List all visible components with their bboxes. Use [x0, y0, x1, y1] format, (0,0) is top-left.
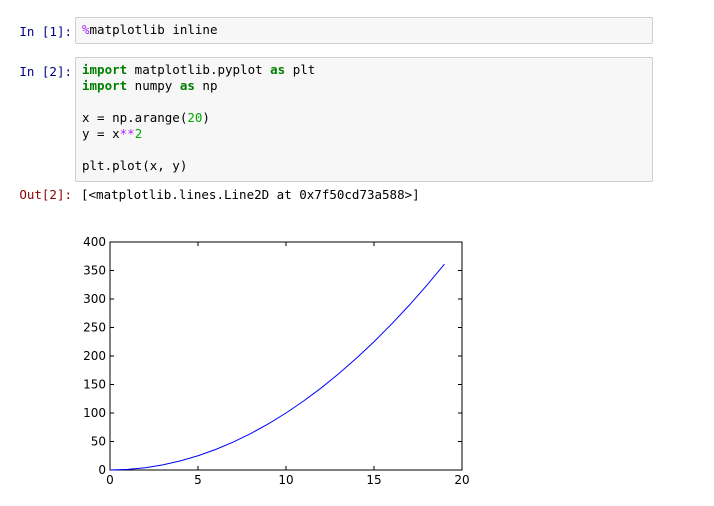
x-tick-label: 5 [194, 473, 202, 487]
code-line: plt.plot(x, y) [82, 158, 646, 174]
code-token: x = np.arange( [82, 110, 188, 125]
x-ticks: 0 5 10 15 20 [106, 242, 470, 487]
y-tick-label: 350 [83, 264, 106, 278]
y-tick-label: 0 [98, 463, 106, 477]
code-line: y = x**2 [82, 126, 646, 142]
code-token: as [179, 78, 195, 93]
code-token: matplotlib.pyplot [127, 62, 271, 77]
plot-axes-frame [109, 241, 463, 471]
code-token: plt.plot(x, y) [82, 158, 188, 173]
code-line [82, 94, 646, 110]
code-token: plt [285, 62, 316, 77]
code-token: matplotlib inline [89, 22, 218, 37]
code-token: np [194, 78, 218, 93]
y-ticks: 0 50 100 150 200 250 300 350 400 [83, 235, 462, 477]
x-tick-label: 0 [106, 473, 114, 487]
line-plot: 0 50 100 150 200 250 300 350 400 0 5 10 15 20 [83, 235, 470, 487]
code-token: import [82, 78, 128, 93]
y-tick-label: 250 [83, 321, 106, 335]
cell-2-prompt: In [2]: [19, 64, 72, 79]
output-prompt: Out[2]: [19, 187, 72, 202]
output-text: [<matplotlib.lines.Line2D at 0x7f50cd73a… [81, 187, 420, 202]
cell-2-input[interactable]: import matplotlib.pyplot as plt import nu… [75, 57, 653, 182]
code-line: import numpy as np [82, 78, 646, 94]
cell-1-prompt: In [1]: [19, 24, 72, 39]
x-tick-label: 20 [454, 473, 469, 487]
y-tick-label: 400 [83, 235, 106, 249]
code-token: 2 [134, 126, 143, 141]
x-tick-label: 15 [366, 473, 381, 487]
code-line: x = np.arange(20) [82, 110, 646, 126]
code-token: ) [202, 110, 210, 125]
y-tick-label: 150 [83, 378, 106, 392]
code-line: %matplotlib inline [82, 22, 646, 38]
code-token: % [82, 22, 90, 37]
series-line [109, 263, 445, 471]
y-tick-label: 100 [83, 406, 106, 420]
code-line: import matplotlib.pyplot as plt [82, 62, 646, 78]
code-token: numpy [127, 78, 180, 93]
cell-1-input[interactable]: %matplotlib inline [75, 17, 653, 44]
code-token: import [82, 62, 128, 77]
x-tick-label: 10 [278, 473, 293, 487]
code-line [82, 142, 646, 158]
y-tick-label: 300 [83, 292, 106, 306]
code-token: y = x [82, 126, 120, 141]
y-tick-label: 200 [83, 349, 106, 363]
y-tick-label: 50 [91, 435, 106, 449]
code-token: as [270, 62, 286, 77]
code-token: ** [119, 126, 135, 141]
code-token: 20 [187, 110, 203, 125]
